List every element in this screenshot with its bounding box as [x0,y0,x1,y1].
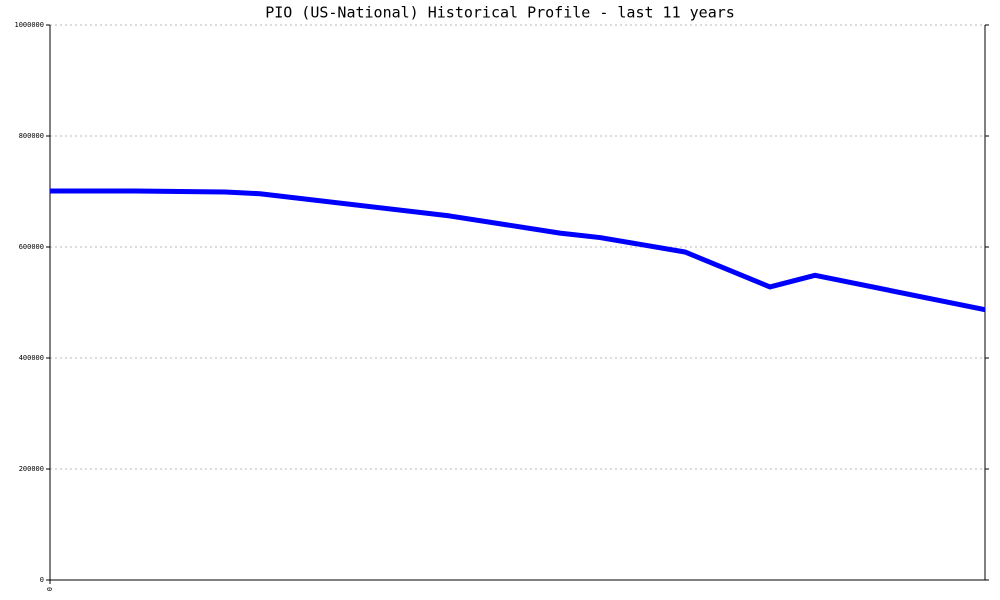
y-tick-label: 1000000 [14,21,44,29]
x-tick-label: 0 [46,587,54,591]
y-tick-label: 600000 [19,243,44,251]
y-tick-label: 400000 [19,354,44,362]
y-tick-label: 800000 [19,132,44,140]
y-tick-label: 200000 [19,465,44,473]
y-tick-label: 0 [40,576,44,584]
data-line [50,188,986,313]
chart-title: PIO (US-National) Historical Profile - l… [265,4,735,22]
